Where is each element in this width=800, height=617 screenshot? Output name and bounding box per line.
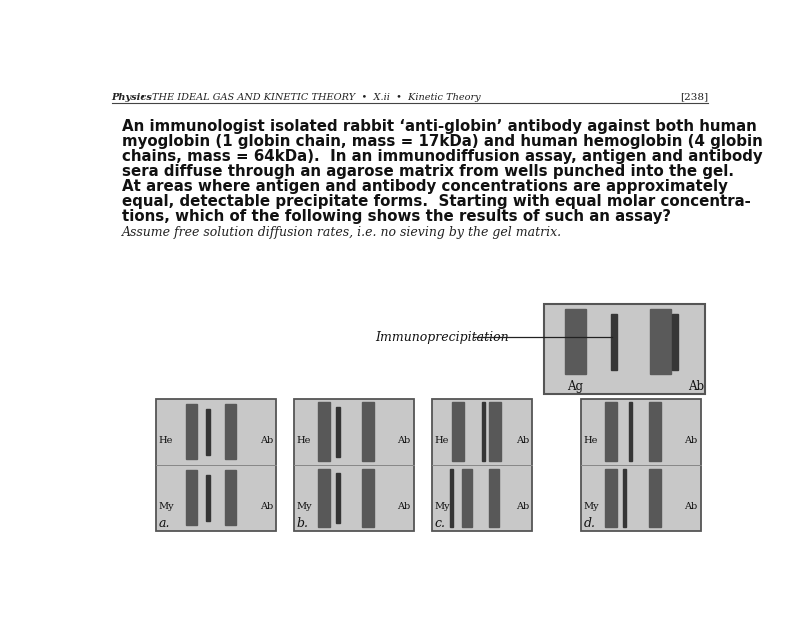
Bar [450,468,453,527]
Text: tions, which of the following shows the results of such an assay?: tions, which of the following shows the … [122,209,670,224]
Bar [336,473,340,523]
Text: equal, detectable precipitate forms.  Starting with equal molar concentra-: equal, detectable precipitate forms. Sta… [122,194,750,209]
Text: •  THE IDEAL GAS AND KINETIC THEORY  •  X.ii  •  Kinetic Theory: • THE IDEAL GAS AND KINETIC THEORY • X.i… [140,93,481,102]
Bar [226,471,236,525]
Bar [226,404,236,458]
Text: Ag: Ag [566,380,582,393]
Text: My: My [297,502,313,511]
Bar [206,409,210,455]
Text: Ab: Ab [516,436,530,444]
Bar [318,402,330,460]
Bar [611,315,617,370]
Text: Ab: Ab [259,436,273,444]
Bar [581,399,701,531]
Text: At areas where antigen and antibody concentrations are approximately: At areas where antigen and antibody conc… [122,179,727,194]
Bar [432,399,533,531]
Text: [238]: [238] [680,93,708,102]
Text: My: My [159,502,174,511]
Bar [565,309,586,375]
Text: Ab: Ab [684,502,698,511]
Text: sera diffuse through an agarose matrix from wells punched into the gel.: sera diffuse through an agarose matrix f… [122,164,734,179]
Bar [649,468,661,527]
Bar [629,402,632,460]
Text: Ab: Ab [398,502,410,511]
Text: He: He [584,436,598,444]
Bar [186,404,197,458]
Text: c.: c. [435,517,446,530]
Bar [605,402,617,460]
Bar [462,468,472,527]
Bar [622,468,626,527]
Bar [186,471,197,525]
Text: Ab: Ab [259,502,273,511]
Bar [489,468,499,527]
Bar [482,402,486,460]
Text: myoglobin (1 globin chain, mass = 17kDa) and human hemoglobin (4 globin: myoglobin (1 globin chain, mass = 17kDa)… [122,134,762,149]
Bar [156,399,276,531]
Bar [362,402,374,460]
Text: He: He [435,436,449,444]
Bar [362,468,374,527]
Bar [206,475,210,521]
Text: Ab: Ab [684,436,698,444]
Text: He: He [297,436,311,444]
Bar [605,468,617,527]
Text: d.: d. [584,517,595,530]
Text: My: My [584,502,599,511]
Text: An immunologist isolated rabbit ‘anti-globin’ antibody against both human: An immunologist isolated rabbit ‘anti-gl… [122,118,757,134]
Text: a.: a. [159,517,170,530]
Text: Ab: Ab [688,380,704,393]
Bar [489,402,502,460]
Text: He: He [159,436,174,444]
Text: Immunoprecipitation: Immunoprecipitation [375,331,509,344]
Text: Physics: Physics [112,93,153,102]
Bar [649,402,661,460]
Bar [673,315,678,370]
Bar [318,468,330,527]
Text: Ab: Ab [398,436,410,444]
Bar [650,309,671,375]
Bar [544,304,705,394]
Text: b.: b. [297,517,309,530]
Text: My: My [435,502,450,511]
Bar [294,399,414,531]
Text: chains, mass = 64kDa).  In an immunodiffusion assay, antigen and antibody: chains, mass = 64kDa). In an immunodiffu… [122,149,762,164]
Text: Assume free solution diffusion rates, i.e. no sieving by the gel matrix.: Assume free solution diffusion rates, i.… [122,226,562,239]
Text: Ab: Ab [516,502,530,511]
Bar [336,407,340,457]
Bar [452,402,464,460]
